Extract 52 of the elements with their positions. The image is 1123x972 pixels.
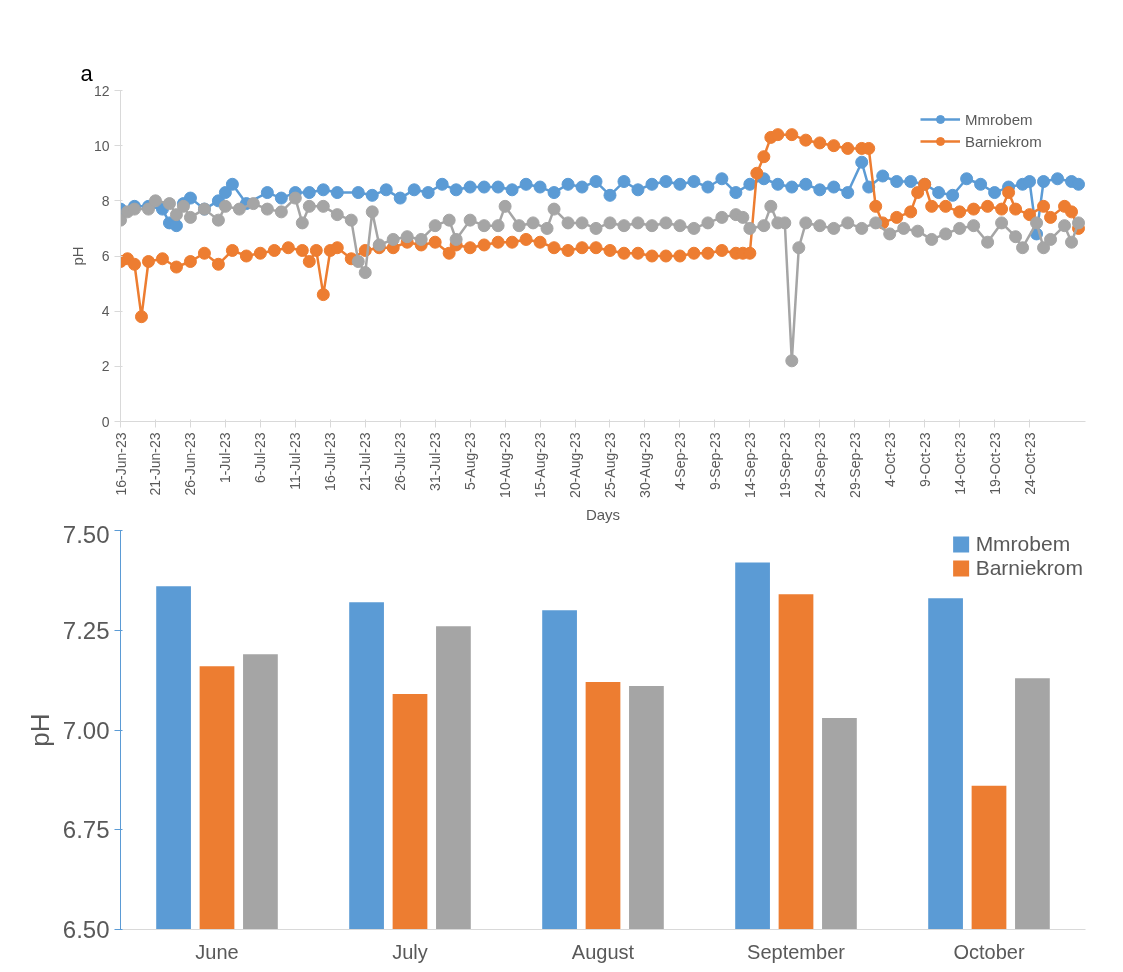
x-tick-label: August xyxy=(571,940,635,963)
x-tick-label: June xyxy=(195,940,239,963)
x-tick-label: 6-Jul-23 xyxy=(252,432,269,484)
x-tick-label: 14-Oct-23 xyxy=(951,432,968,495)
x-tick-label: 9-Sep-23 xyxy=(706,432,723,491)
x-tick-label: 4-Sep-23 xyxy=(671,432,688,491)
x-tick-label: 25-Aug-23 xyxy=(601,432,618,498)
x-tick-label: 26-Jul-23 xyxy=(392,432,409,491)
y-tick-label: 2 xyxy=(101,358,110,375)
x-tick-label: 29-Sep-23 xyxy=(846,432,863,498)
x-tick-label: 4-Oct-23 xyxy=(881,432,898,487)
x-tick-label: 21-Jul-23 xyxy=(357,432,374,491)
y-tick-label: 8 xyxy=(101,192,110,209)
x-tick-label: September xyxy=(747,940,846,963)
y-tick-label: 6 xyxy=(101,248,110,264)
y-tick-label: 7.25 xyxy=(62,616,110,644)
legend-label: Mmrobem xyxy=(965,110,1033,128)
x-tick-label: 11-Jul-23 xyxy=(287,432,304,490)
x-tick-label: 31-Jul-23 xyxy=(427,432,444,491)
y-tick-label: 4 xyxy=(101,303,110,320)
x-tick-label: 24-Sep-23 xyxy=(811,432,828,498)
y-tick-label: 7.00 xyxy=(62,716,110,744)
x-tick-label: 5-Aug-23 xyxy=(462,432,479,491)
x-tick-label: 14-Sep-23 xyxy=(741,432,758,498)
y-tick-label: 6.50 xyxy=(62,916,110,943)
x-tick-label: 26-Jun-23 xyxy=(182,432,199,496)
legend-label: Barniekrom xyxy=(975,556,1083,580)
legend-label: Mmrobem xyxy=(975,532,1071,556)
x-tick-label: 15-Aug-23 xyxy=(532,432,549,498)
x-axis-title: Days xyxy=(585,505,621,523)
text: a xyxy=(80,60,94,86)
x-tick-label: 21-Jun-23 xyxy=(147,432,164,496)
x-tick-label: July xyxy=(392,940,428,963)
x-tick-label: 16-Jul-23 xyxy=(322,432,339,491)
x-tick-label: 10-Aug-23 xyxy=(497,432,514,498)
x-tick-label: 19-Oct-23 xyxy=(986,432,1003,495)
x-tick-label: 1-Jul-23 xyxy=(217,432,234,484)
y-axis-title: pH xyxy=(24,713,55,747)
x-tick-label: 24-Oct-23 xyxy=(1021,432,1038,495)
x-tick-label: 30-Aug-23 xyxy=(636,432,653,498)
y-tick-label: 7.50 xyxy=(62,520,110,548)
y-tick-label: 10 xyxy=(93,137,110,154)
x-tick-label: 20-Aug-23 xyxy=(567,432,584,498)
y-tick-label: 0 xyxy=(101,413,110,430)
x-tick-label: 16-Jun-23 xyxy=(112,432,129,496)
x-tick-label: 9-Oct-23 xyxy=(916,432,933,487)
x-tick-label: 19-Sep-23 xyxy=(776,432,793,498)
legend-label: Barniekrom xyxy=(965,132,1042,150)
y-tick-label: 12 xyxy=(93,82,110,99)
y-axis-title: pH xyxy=(68,246,86,266)
y-tick-label: 6.75 xyxy=(62,816,110,844)
x-tick-label: October xyxy=(953,940,1025,963)
